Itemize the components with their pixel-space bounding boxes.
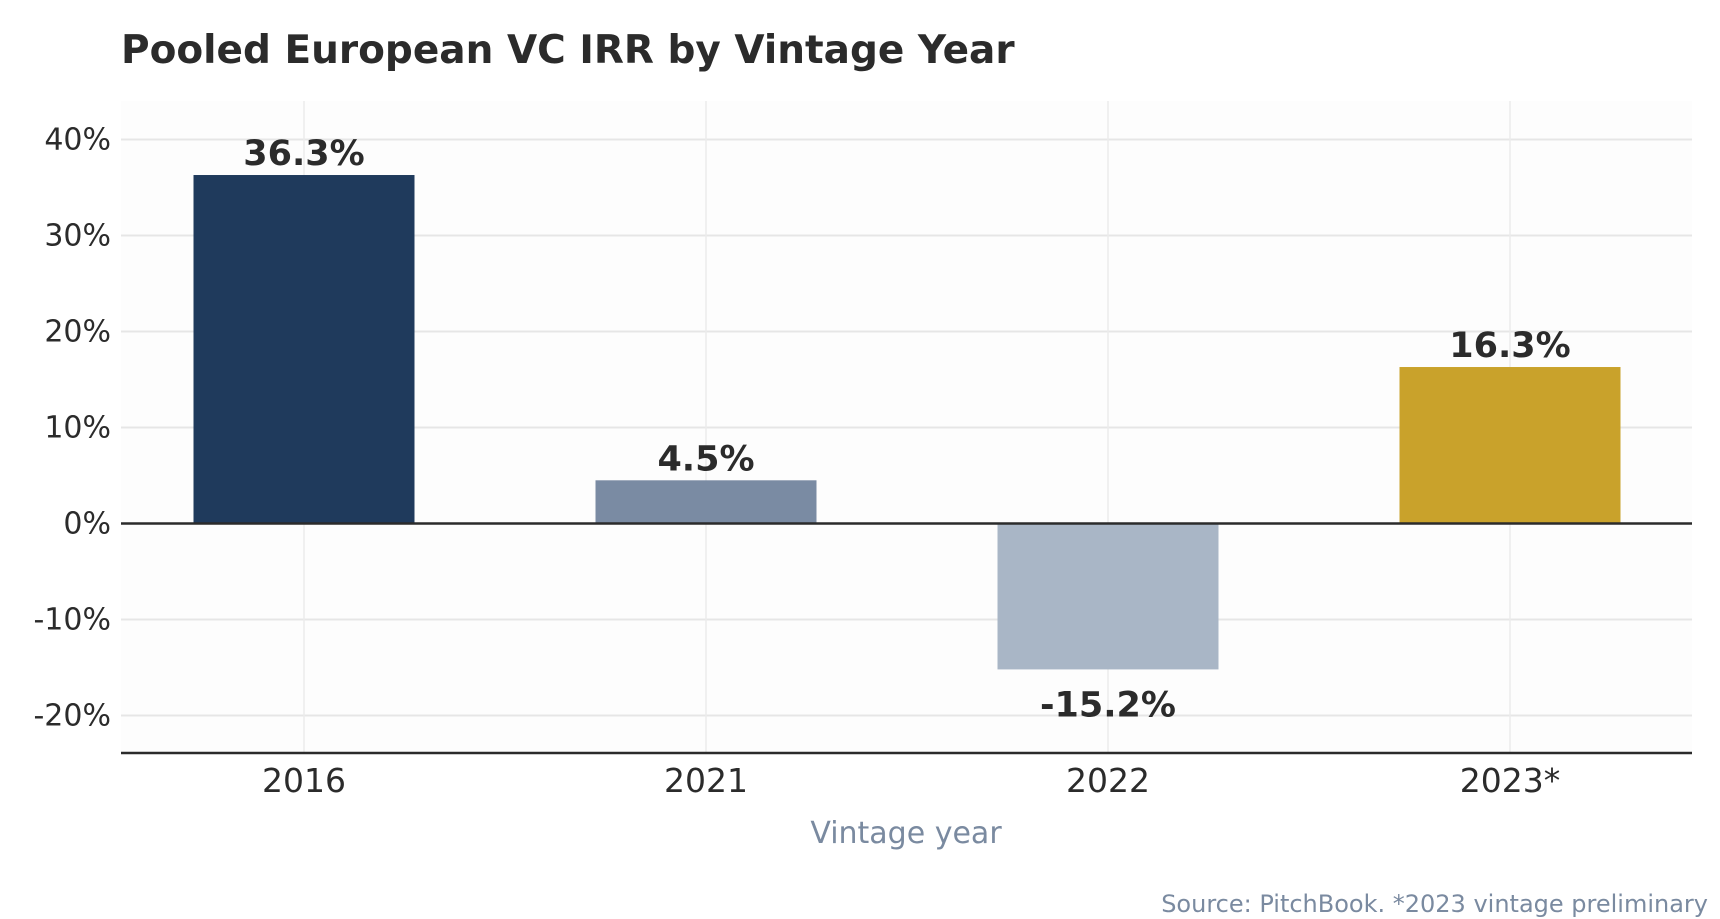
x-tick-label: 2021 (664, 761, 748, 800)
y-tick-label: -20% (33, 699, 111, 734)
bar-value-label: 16.3% (1449, 326, 1570, 366)
x-tick-label: 2016 (262, 761, 346, 800)
bar-2023 (1399, 367, 1621, 524)
y-tick-label: 40% (44, 123, 111, 158)
axes (121, 522, 1692, 755)
y-tick-label: 10% (44, 411, 111, 446)
bar-value-label: 36.3% (243, 134, 364, 174)
bar-2016 (193, 175, 415, 524)
x-tick-label: 2023* (1460, 761, 1560, 800)
bars (193, 175, 1621, 670)
bar-2022 (997, 523, 1219, 670)
y-tick-label: -10% (33, 603, 111, 638)
y-tick-label: 0% (63, 507, 111, 542)
x-axis-title: Vintage year (810, 816, 1002, 851)
bar-2021 (595, 480, 817, 524)
y-tick-label: 30% (44, 219, 111, 254)
y-tick-label: 20% (44, 315, 111, 350)
x-tick-label: 2022 (1066, 761, 1150, 800)
source-note: Source: PitchBook. *2023 vintage prelimi… (1161, 890, 1708, 918)
labels: 40% 30% 20% 10% 0% -10% -20% 2016 2021 2022 2023* 3… (33, 123, 1570, 801)
chart-title: Pooled European VC IRR by Vintage Year (121, 28, 1015, 73)
bar-value-label: 4.5% (657, 439, 754, 479)
bar-value-label: -15.2% (1040, 685, 1176, 725)
